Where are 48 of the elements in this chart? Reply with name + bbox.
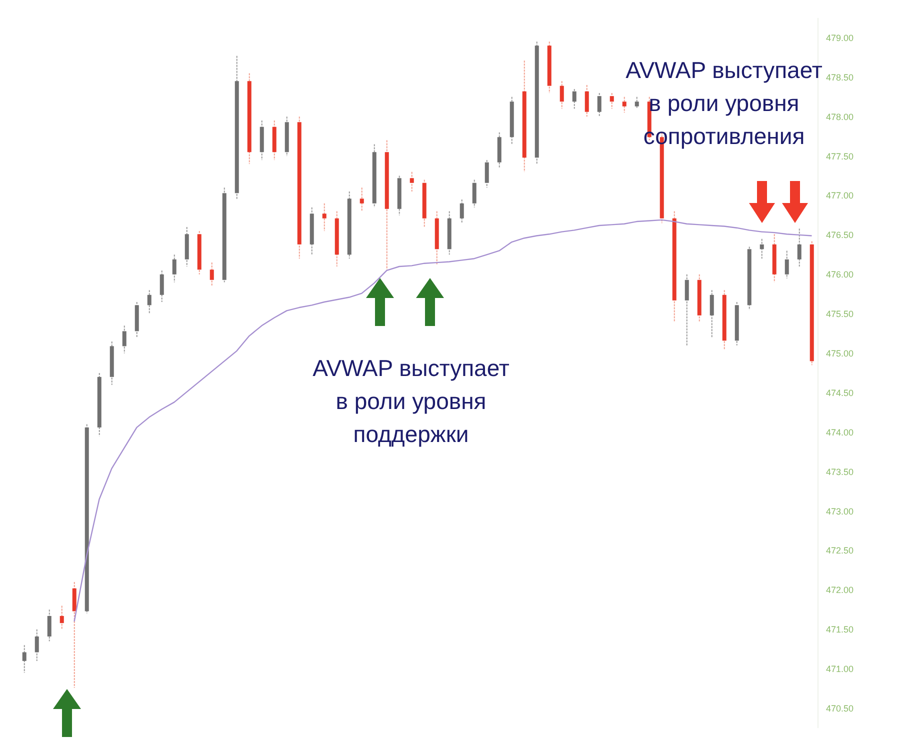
y-tick-label: 479.00: [826, 32, 854, 43]
candlestick: [710, 290, 714, 338]
annotation: AVWAP выступает в роли уровня поддержки: [312, 354, 510, 449]
y-tick-label: 473.50: [826, 466, 854, 477]
y-tick-label: 470.50: [826, 703, 854, 714]
candlestick: [597, 92, 602, 118]
y-tick-label: 478.50: [826, 72, 854, 82]
candlestick: [72, 582, 76, 688]
candlestick: [760, 238, 764, 260]
candlestick: [60, 605, 64, 630]
candlestick: [560, 80, 564, 110]
candlestick: [797, 228, 802, 267]
candlestick: [122, 325, 126, 354]
candlestick: [210, 262, 214, 287]
candlestick: [484, 160, 489, 188]
candlestick: [160, 270, 164, 302]
y-tick-label: 471.00: [826, 664, 854, 674]
y-tick-label: 472.50: [826, 546, 854, 556]
y-tick-label: 472.00: [826, 585, 854, 596]
y-tick-label: 474.50: [826, 388, 854, 398]
y-tick-label: 474.00: [826, 427, 854, 438]
candlestick: [572, 88, 576, 110]
candlestick: [322, 202, 326, 232]
candlestick: [147, 290, 152, 314]
candlestick: [410, 171, 414, 192]
candlestick: [460, 198, 464, 224]
candlestick: [34, 628, 39, 662]
y-tick-label: 473.00: [826, 506, 854, 516]
candlestick: [360, 187, 364, 212]
y-tick-label: 476.00: [826, 270, 854, 280]
candlestick: [584, 84, 589, 118]
line-series: [74, 219, 812, 622]
y-tick-label: 477.50: [826, 151, 854, 162]
y-tick-label: 475.00: [826, 348, 854, 358]
y-tick-label: 471.50: [826, 624, 854, 635]
candlestick: [172, 254, 176, 283]
candlestick: [610, 92, 614, 110]
y-tick-label: 476.50: [826, 230, 854, 240]
candlestick: [47, 609, 52, 642]
candlestick: [684, 274, 689, 346]
candlestick: [634, 96, 639, 110]
y-tick-label: 477.00: [826, 190, 854, 201]
candlestick: [622, 96, 626, 114]
y-tick-label: 478.00: [826, 112, 854, 122]
y-tick-label: 475.50: [826, 309, 854, 320]
candlestick: [472, 179, 476, 208]
candlestick: [22, 644, 26, 674]
candlestick: [784, 250, 789, 279]
